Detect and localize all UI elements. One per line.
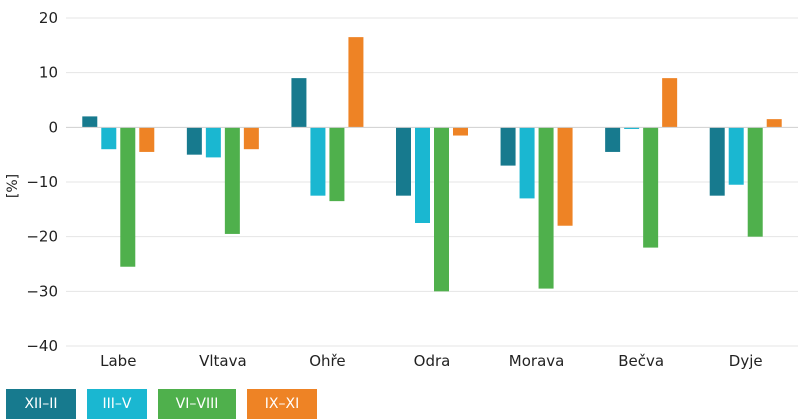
- x-category-label: Ohře: [309, 352, 345, 370]
- bar: [434, 127, 449, 292]
- y-tick-label: −30: [26, 282, 58, 300]
- bar: [415, 127, 430, 223]
- x-category-label: Bečva: [618, 352, 664, 370]
- bar: [643, 127, 659, 248]
- bar: [291, 78, 307, 128]
- bar: [662, 78, 678, 128]
- legend-item: VI–VIII: [158, 389, 236, 419]
- bar: [538, 127, 554, 289]
- bar: [139, 127, 155, 152]
- y-tick-label: −40: [26, 337, 58, 355]
- y-axis-label: [%]: [5, 174, 21, 198]
- y-tick-label: −10: [26, 173, 58, 191]
- bar: [120, 127, 136, 267]
- x-category-label: Dyje: [729, 352, 763, 370]
- bar: [101, 127, 117, 150]
- bar: [500, 127, 516, 166]
- bar: [557, 127, 573, 226]
- bar: [605, 127, 621, 152]
- bar: [624, 127, 640, 129]
- bar: [310, 127, 326, 196]
- legend-item: III–V: [87, 389, 147, 419]
- legend-item: XII–II: [6, 389, 76, 419]
- bar: [396, 127, 411, 196]
- y-tick-label: 0: [48, 118, 58, 136]
- bar: [766, 119, 782, 128]
- bar: [243, 127, 259, 150]
- x-category-label: Vltava: [199, 352, 247, 370]
- bar: [453, 127, 468, 136]
- y-axis-ticks: 20 10 0 −10 −20 −30 −40: [26, 9, 58, 355]
- bars: [82, 37, 782, 292]
- bar: [348, 37, 364, 128]
- bar: [519, 127, 535, 199]
- legend: XII–II III–V VI–VIII IX–XI: [6, 389, 317, 419]
- x-axis-categories: Labe Vltava Ohře Odra Morava Bečva Dyje: [100, 352, 762, 370]
- bar: [728, 127, 744, 185]
- bar: [224, 127, 240, 234]
- y-tick-label: 20: [39, 9, 58, 27]
- bar: [747, 127, 763, 237]
- legend-item: IX–XI: [247, 389, 317, 419]
- x-category-label: Morava: [509, 352, 565, 370]
- bar: [82, 116, 98, 128]
- x-category-label: Odra: [414, 352, 451, 370]
- bar: [329, 127, 345, 202]
- bar: [709, 127, 725, 196]
- y-tick-label: −20: [26, 228, 58, 246]
- bar: [205, 127, 221, 158]
- y-tick-label: 10: [39, 64, 58, 82]
- bar: [186, 127, 202, 155]
- gridlines: [66, 17, 798, 347]
- x-category-label: Labe: [100, 352, 136, 370]
- bar-chart: 20 10 0 −10 −20 −30 −40 [%] Labe Vltava Ohře Odra…: [5, 9, 798, 370]
